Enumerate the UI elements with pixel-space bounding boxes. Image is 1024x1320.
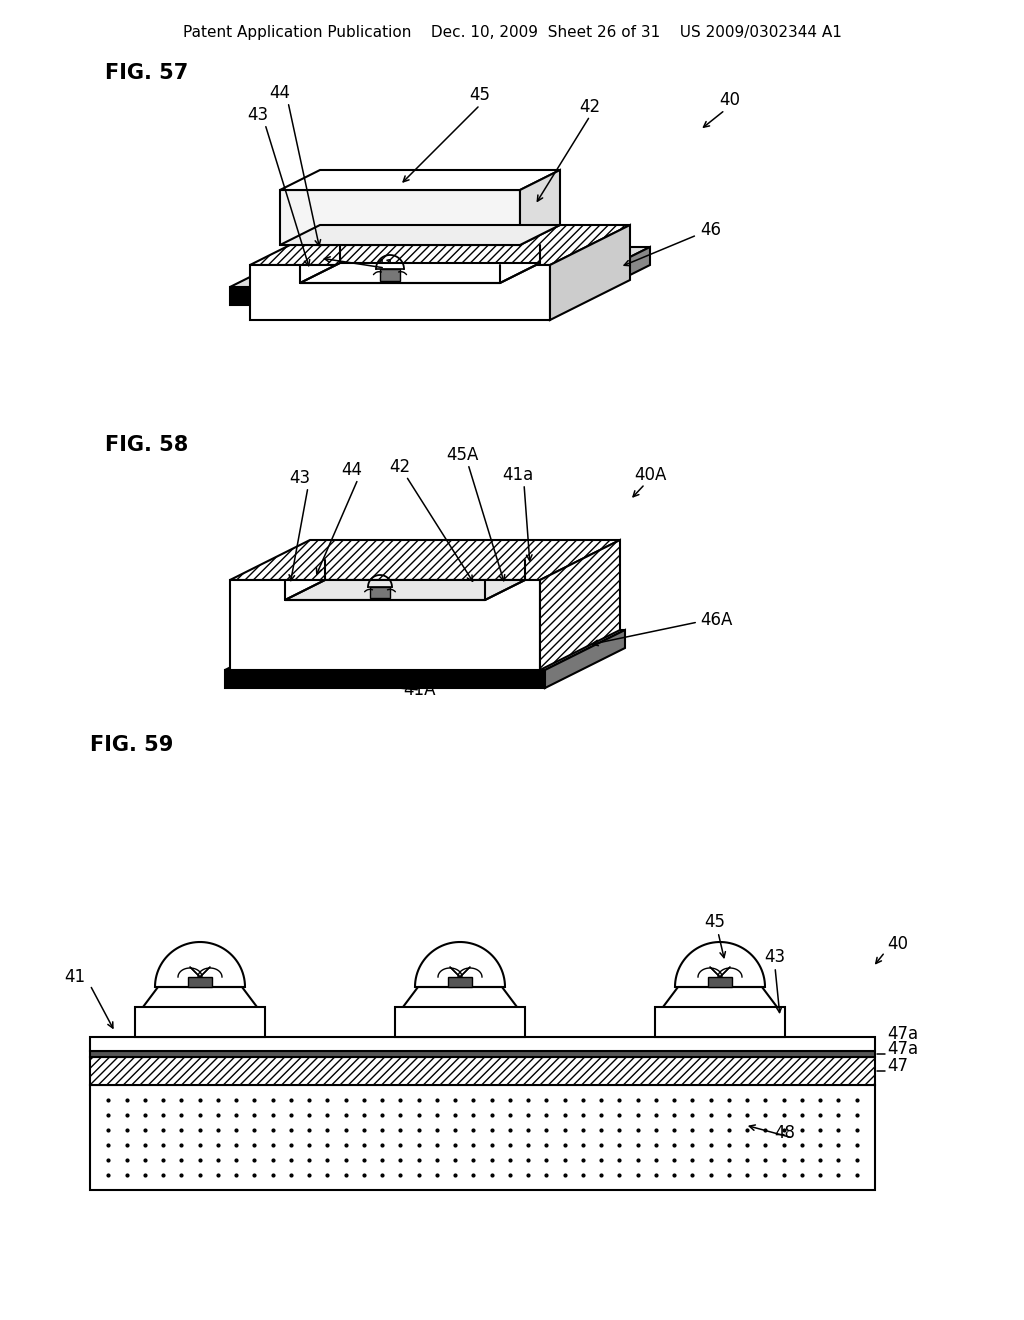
Text: 45A: 45A (445, 446, 478, 465)
Polygon shape (545, 630, 625, 688)
Polygon shape (655, 1007, 785, 1038)
Text: 41A: 41A (403, 681, 436, 700)
Polygon shape (540, 540, 620, 671)
Polygon shape (280, 190, 520, 246)
Polygon shape (250, 265, 550, 319)
Text: Patent Application Publication    Dec. 10, 2009  Sheet 26 of 31    US 2009/03023: Patent Application Publication Dec. 10, … (182, 25, 842, 41)
Text: 43: 43 (290, 469, 310, 487)
Bar (90, 1038, 874, 1051)
Polygon shape (280, 224, 560, 246)
Text: 40A: 40A (634, 466, 667, 484)
Text: 41: 41 (63, 968, 85, 986)
Polygon shape (225, 671, 545, 688)
Polygon shape (188, 977, 212, 987)
Polygon shape (135, 1007, 265, 1038)
Text: 43: 43 (765, 948, 785, 966)
Polygon shape (520, 170, 560, 246)
Text: 41: 41 (375, 257, 395, 276)
Text: 43: 43 (248, 106, 268, 124)
Text: 44: 44 (341, 461, 362, 479)
Text: 45: 45 (705, 913, 725, 931)
Polygon shape (380, 269, 400, 281)
Polygon shape (300, 263, 540, 282)
Text: 44: 44 (269, 84, 291, 102)
Bar (90, 1085, 874, 1191)
Text: 47a: 47a (887, 1026, 919, 1043)
Polygon shape (230, 247, 650, 286)
Polygon shape (250, 224, 630, 265)
Polygon shape (550, 224, 630, 319)
Text: FIG. 59: FIG. 59 (90, 735, 173, 755)
Polygon shape (395, 1007, 525, 1038)
Polygon shape (285, 579, 525, 601)
Polygon shape (225, 630, 625, 671)
Bar (90, 1057, 874, 1085)
Text: 48: 48 (774, 1125, 796, 1142)
Text: 40: 40 (887, 935, 908, 953)
Text: FIG. 58: FIG. 58 (105, 436, 188, 455)
Text: 46: 46 (700, 220, 721, 239)
Polygon shape (280, 170, 560, 190)
Polygon shape (370, 587, 390, 598)
Text: 42: 42 (389, 458, 411, 477)
Bar (90, 1051, 874, 1057)
Polygon shape (570, 247, 650, 305)
Polygon shape (230, 540, 620, 579)
Text: 47a: 47a (887, 1040, 919, 1059)
Polygon shape (449, 977, 472, 987)
Text: 41a: 41a (503, 466, 534, 484)
Text: 40: 40 (720, 91, 740, 110)
Text: FIG. 57: FIG. 57 (105, 63, 188, 83)
Polygon shape (708, 977, 732, 987)
Polygon shape (230, 286, 570, 305)
Text: 42: 42 (580, 98, 600, 116)
Polygon shape (230, 579, 540, 671)
Text: 45: 45 (469, 86, 490, 104)
Text: 46A: 46A (700, 611, 732, 630)
Text: 47: 47 (887, 1057, 908, 1074)
